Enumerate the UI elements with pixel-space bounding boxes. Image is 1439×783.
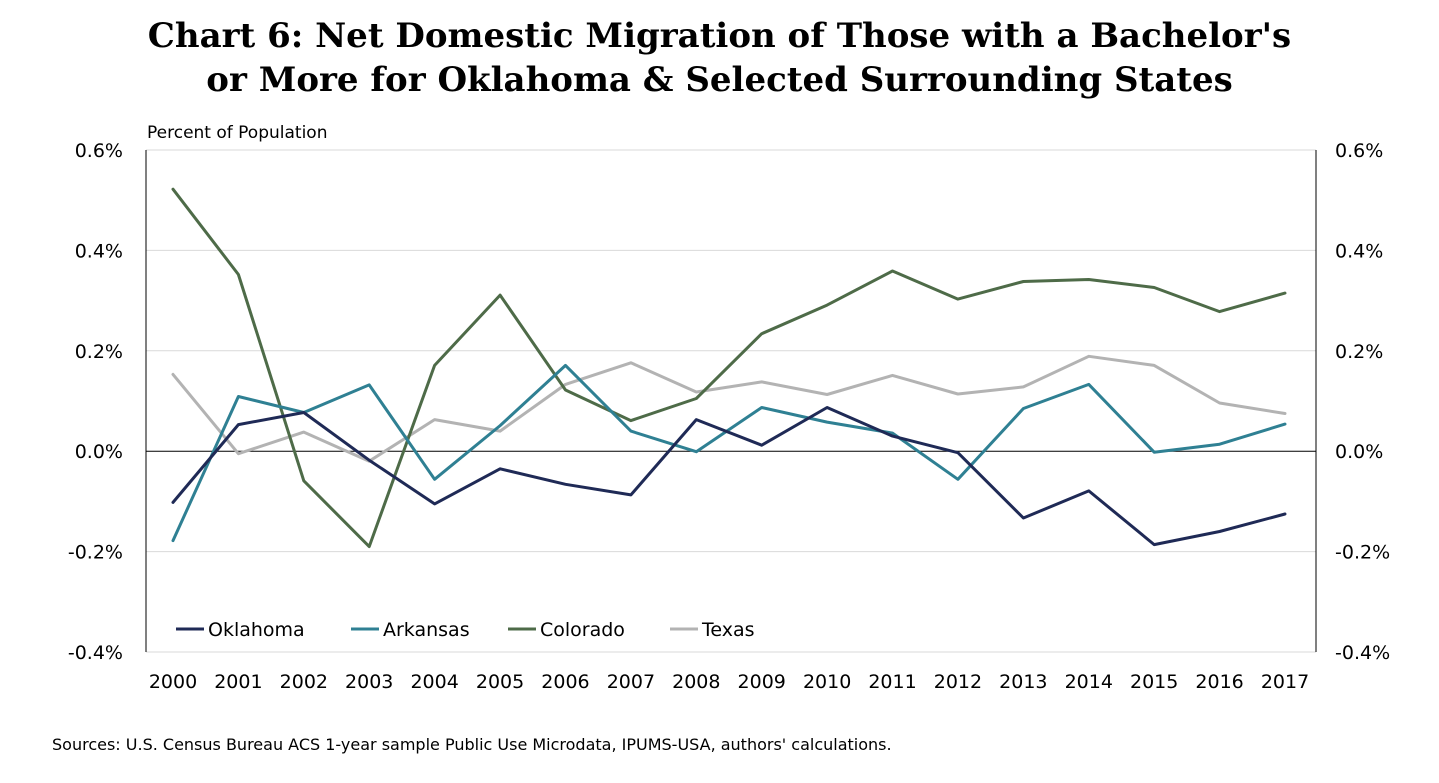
chart-title-line-2: or More for Oklahoma & Selected Surround… [206, 60, 1233, 100]
x-tick-label: 2013 [999, 671, 1047, 693]
y-tick-label-left: 0.4% [75, 240, 123, 262]
x-tick-label: 2003 [345, 671, 393, 693]
y-tick-labels-right: -0.4% -0.2% 0.0% 0.2% 0.4% 0.6% [1335, 140, 1390, 664]
x-tick-label: 2017 [1261, 671, 1309, 693]
y-axis-label: Percent of Population [147, 123, 327, 143]
x-tick-label: 2002 [280, 671, 328, 693]
x-tick-label: 2009 [738, 671, 786, 693]
y-tick-labels-left: -0.4% -0.2% 0.0% 0.2% 0.4% 0.6% [68, 140, 123, 664]
x-tick-label: 2007 [607, 671, 655, 693]
y-tick-label-right: -0.4% [1335, 642, 1390, 664]
chart-title-line-1: Chart 6: Net Domestic Migration of Those… [147, 16, 1292, 56]
x-tick-label: 2000 [149, 671, 197, 693]
y-tick-label-left: 0.2% [75, 341, 123, 363]
x-tick-label: 2011 [868, 671, 916, 693]
series-lines [171, 187, 1287, 549]
series-line-arkansas [171, 363, 1287, 543]
legend-label-texas: Texas [701, 619, 755, 641]
y-tick-label-left: -0.2% [68, 542, 123, 564]
x-tick-labels: 2000 2001 2002 2003 2004 2005 2006 2007 2008 2009… [149, 671, 1309, 693]
y-tick-label-right: 0.6% [1335, 140, 1383, 162]
x-tick-label: 2010 [803, 671, 851, 693]
y-tick-label-left: -0.4% [68, 642, 123, 664]
y-tick-label-right: -0.2% [1335, 542, 1390, 564]
legend-label-colorado: Colorado [540, 619, 625, 641]
x-tick-label: 2001 [214, 671, 262, 693]
x-tick-label: 2016 [1195, 671, 1243, 693]
y-tick-label-right: 0.4% [1335, 240, 1383, 262]
x-tick-label: 2012 [934, 671, 982, 693]
legend-label-oklahoma: Oklahoma [208, 619, 305, 641]
x-tick-label: 2015 [1130, 671, 1178, 693]
x-tick-label: 2006 [541, 671, 589, 693]
x-tick-label: 2004 [410, 671, 458, 693]
series-line-texas [171, 354, 1287, 463]
x-tick-label: 2005 [476, 671, 524, 693]
source-note: Sources: U.S. Census Bureau ACS 1-year s… [52, 735, 892, 754]
x-tick-label: 2014 [1065, 671, 1113, 693]
series-line-colorado [171, 187, 1287, 549]
y-tick-label-right: 0.0% [1335, 441, 1383, 463]
y-tick-label-left: 0.6% [75, 140, 123, 162]
y-tick-label-left: 0.0% [75, 441, 123, 463]
x-tick-label: 2008 [672, 671, 720, 693]
axes [145, 150, 1317, 652]
gridlines [146, 149, 1316, 653]
legend-label-arkansas: Arkansas [383, 619, 470, 641]
series-line-oklahoma [171, 406, 1287, 547]
legend: Oklahoma Arkansas Colorado Texas [176, 619, 755, 641]
y-tick-label-right: 0.2% [1335, 341, 1383, 363]
chart-title: Chart 6: Net Domestic Migration of Those… [0, 14, 1439, 102]
